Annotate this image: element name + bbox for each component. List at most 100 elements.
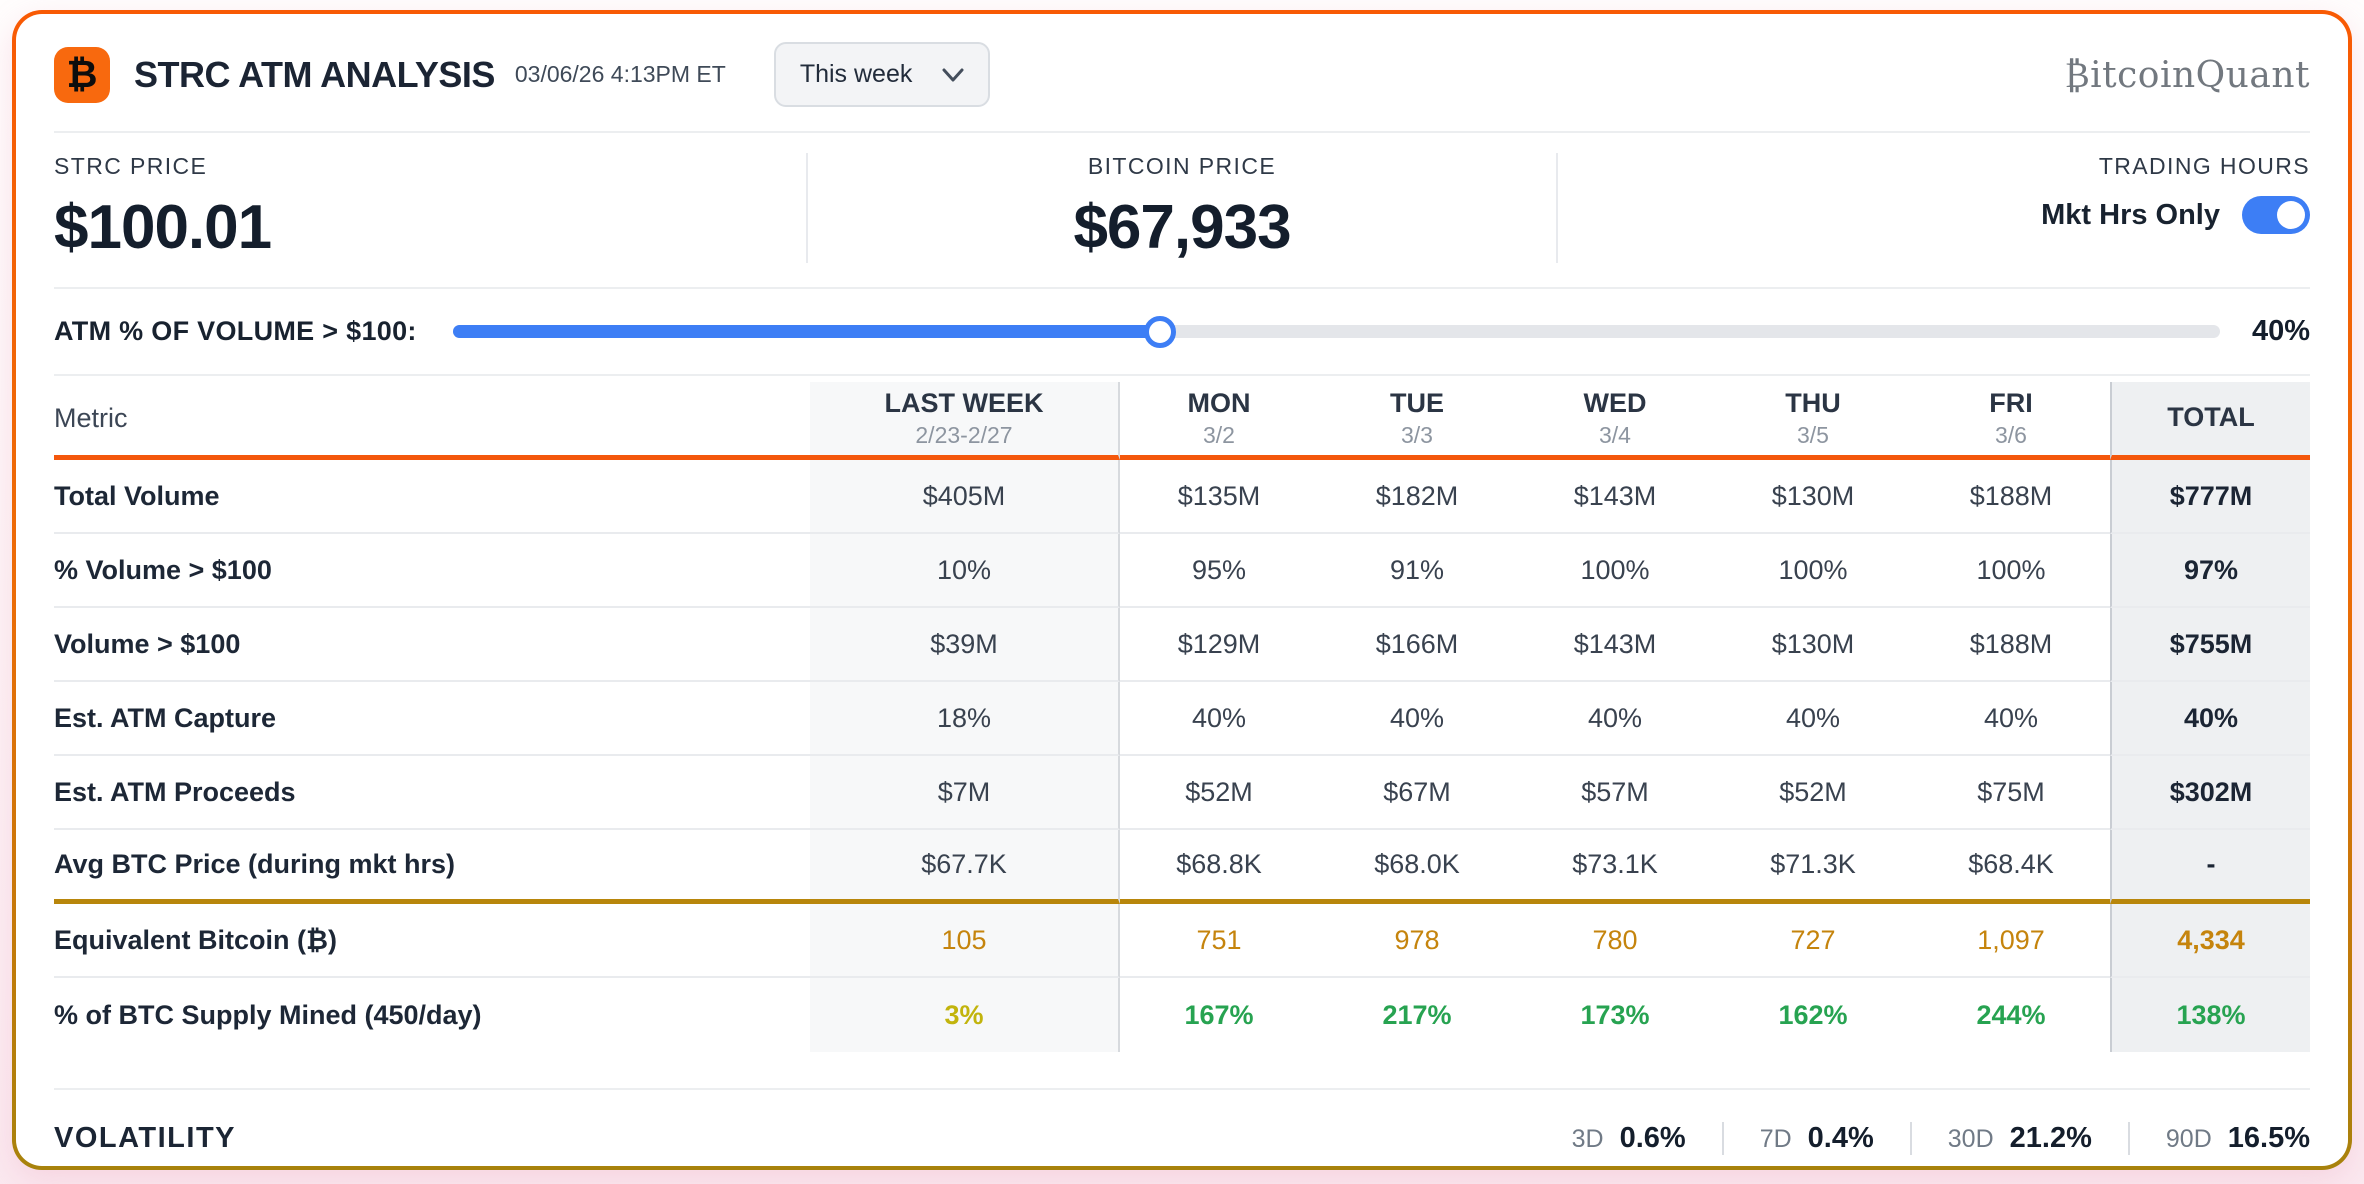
table-row: Total Volume $405M $135M $182M $143M $130M $18…	[54, 460, 2310, 534]
card-body: ₿ STRC ATM ANALYSIS 03/06/26 4:13PM ET T…	[16, 14, 2348, 1166]
strc-price-label: STRC PRICE	[54, 153, 208, 179]
value-cell: 91%	[1318, 534, 1516, 608]
column-label: WED	[1583, 388, 1647, 418]
atm-percent-slider[interactable]	[452, 315, 2220, 348]
metric-cell: Total Volume	[54, 460, 810, 534]
value-cell: $188M	[1912, 460, 2110, 534]
bitcoin-logo-icon: ₿	[54, 46, 110, 103]
value-cell: $7M	[810, 756, 1120, 830]
column-header: TUE 3/3	[1318, 382, 1516, 460]
metrics-table: Metric LAST WEEK 2/23-2/27 MON 3/2 TUE 3/3 WED 3…	[54, 382, 2310, 1052]
metric-cell: % Volume > $100	[54, 534, 810, 608]
column-sublabel: 3/5	[1797, 422, 1829, 448]
volatility-value: 0.4%	[1807, 1122, 1874, 1154]
mkt-hrs-label: Mkt Hrs Only	[2041, 198, 2220, 231]
btc-price-value: $67,933	[1073, 193, 1291, 262]
column-label: TOTAL	[2167, 401, 2255, 432]
value-cell: $67.7K	[810, 830, 1120, 904]
value-cell: $135M	[1120, 460, 1318, 534]
strc-price-block: STRC PRICE $100.01	[54, 153, 806, 263]
volatility-value: 21.2%	[2009, 1122, 2092, 1154]
column-header: WED 3/4	[1516, 382, 1714, 460]
value-cell: $68.8K	[1120, 830, 1318, 904]
value-cell: 3%	[810, 978, 1120, 1052]
value-cell: 167%	[1184, 999, 1254, 1030]
metric-cell: % of BTC Supply Mined (450/day)	[54, 999, 482, 1030]
timestamp: 03/06/26 4:13PM ET	[514, 61, 726, 87]
column-label: TUE	[1390, 388, 1444, 418]
table-row: % Volume > $100 10% 95% 91% 100% 100% 100% 97%	[54, 534, 2310, 608]
value-cell: 162%	[1778, 999, 1848, 1030]
column-sublabel: 3/6	[1995, 422, 2027, 448]
trading-hours-block: TRADING HOURS Mkt Hrs Only	[1558, 153, 2310, 263]
metric-cell: Avg BTC Price (during mkt hrs)	[54, 830, 810, 904]
btc-price-block: BITCOIN PRICE $67,933	[806, 153, 1558, 263]
metric-column-header: Metric	[54, 382, 810, 460]
period-selector-value: This week	[799, 60, 913, 88]
column-label: LAST WEEK	[884, 388, 1044, 418]
strc-price-value: $100.01	[54, 193, 272, 262]
chevron-down-icon	[942, 68, 964, 81]
value-cell: 217%	[1382, 999, 1452, 1030]
value-cell: 40%	[1516, 682, 1714, 756]
period-selector[interactable]: This week	[773, 42, 991, 107]
column-header: MON 3/2	[1120, 382, 1318, 460]
slider-fill	[452, 325, 1160, 338]
btc-price-label: BITCOIN PRICE	[1087, 153, 1277, 179]
volatility-period: 3D	[1571, 1125, 1604, 1153]
volatility-item: 3D 0.6%	[1536, 1122, 1722, 1155]
total-cell: 4,334	[2110, 904, 2310, 978]
brand-logo: ₿itcoinQuant	[2064, 54, 2310, 96]
total-cell: -	[2110, 830, 2310, 904]
total-cell: 138%	[2110, 978, 2310, 1052]
toggle-knob	[2277, 201, 2305, 229]
volatility-period: 90D	[2165, 1125, 2212, 1153]
value-cell: 100%	[1912, 534, 2110, 608]
header: ₿ STRC ATM ANALYSIS 03/06/26 4:13PM ET T…	[54, 14, 2310, 133]
value-cell: $75M	[1912, 756, 2110, 830]
table-row: Est. ATM Capture 18% 40% 40% 40% 40% 40% 40%	[54, 682, 2310, 756]
value-cell: 751	[1120, 904, 1318, 978]
value-cell: 173%	[1580, 999, 1650, 1030]
value-cell: $57M	[1516, 756, 1714, 830]
total-cell: $302M	[2110, 756, 2310, 830]
metric-cell: Equivalent Bitcoin (₿)	[54, 904, 810, 978]
metric-cell: Est. ATM Proceeds	[54, 756, 810, 830]
value-cell: 18%	[810, 682, 1120, 756]
atm-slider-row: ATM % OF VOLUME > $100: 40%	[54, 289, 2310, 376]
value-cell: 40%	[1120, 682, 1318, 756]
value-cell: $68.0K	[1318, 830, 1516, 904]
column-sublabel: 3/4	[1599, 422, 1631, 448]
value-cell: 978	[1318, 904, 1516, 978]
value-cell: 727	[1714, 904, 1912, 978]
metric-cell: Volume > $100	[54, 608, 810, 682]
dashboard-card: ₿ STRC ATM ANALYSIS 03/06/26 4:13PM ET T…	[12, 10, 2352, 1170]
mkt-hrs-toggle[interactable]	[2242, 196, 2310, 234]
column-label: FRI	[1989, 388, 2033, 418]
table-row: % of BTC Supply Mined (450/day) 3% 167% 217…	[54, 978, 2310, 1052]
column-label: THU	[1785, 388, 1841, 418]
metric-cell: Est. ATM Capture	[54, 682, 810, 756]
atm-slider-label: ATM % OF VOLUME > $100:	[54, 316, 417, 346]
total-cell: 97%	[2110, 534, 2310, 608]
table-row: Avg BTC Price (during mkt hrs) $67.7K $68.…	[54, 830, 2310, 904]
atm-slider-value: 40%	[2251, 315, 2310, 347]
value-cell: $39M	[810, 608, 1120, 682]
volatility-item: 90D 16.5%	[2127, 1122, 2310, 1155]
value-cell: $130M	[1714, 460, 1912, 534]
value-cell: $182M	[1318, 460, 1516, 534]
total-cell: $777M	[2110, 460, 2310, 534]
value-cell: 40%	[1912, 682, 2110, 756]
column-header: TOTAL	[2110, 382, 2310, 460]
value-cell: 10%	[810, 534, 1120, 608]
column-header: FRI 3/6	[1912, 382, 2110, 460]
volatility-period: 30D	[1947, 1125, 1994, 1153]
value-cell: 100%	[1714, 534, 1912, 608]
volatility-value: 0.6%	[1619, 1122, 1686, 1154]
value-cell: $52M	[1120, 756, 1318, 830]
volatility-values: 3D 0.6% 7D 0.4% 30D 21.2% 90D 16.5%	[1536, 1122, 2310, 1155]
value-cell: $129M	[1120, 608, 1318, 682]
volatility-item: 7D 0.4%	[1721, 1122, 1910, 1155]
slider-thumb[interactable]	[1143, 315, 1176, 348]
value-cell: $67M	[1318, 756, 1516, 830]
